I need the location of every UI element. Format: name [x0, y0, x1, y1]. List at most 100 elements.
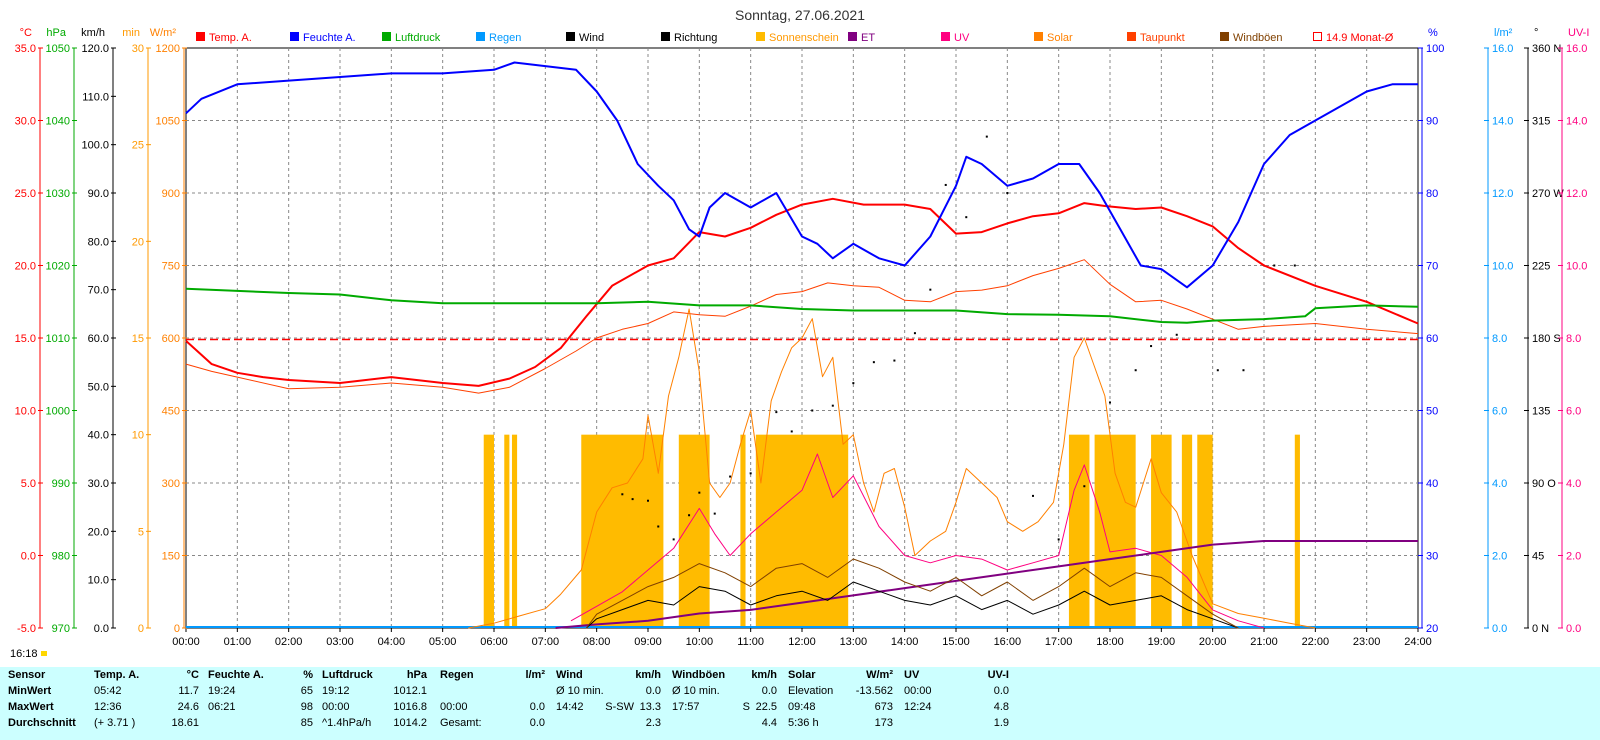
right-axis-tick-label: 14.0	[1566, 116, 1587, 128]
direction-point	[1109, 401, 1111, 404]
series-wind	[586, 581, 1239, 629]
left-axis-tick-label: 10.0	[88, 575, 109, 587]
legend-label: Feuchte A.	[303, 32, 356, 44]
direction-point	[749, 472, 752, 475]
stats-direction: S-SW	[605, 701, 634, 713]
stats-value: 11.7	[178, 685, 199, 697]
legend-swatch	[196, 32, 205, 41]
stats-time: 00:00	[904, 685, 932, 697]
direction-point	[811, 409, 814, 412]
stats-value: 13.3	[639, 701, 661, 713]
direction-point	[647, 499, 649, 502]
left-axis-tick-label: 5.0	[21, 478, 36, 490]
stats-value: -13.562	[855, 685, 893, 697]
x-tick-label: 14:00	[891, 636, 919, 648]
left-axis-tick-label: 30.0	[15, 116, 36, 128]
x-tick-label: 07:00	[532, 636, 560, 648]
stats-value: 18.61	[171, 717, 199, 729]
direction-point	[631, 498, 634, 501]
left-axis-tick-label: 0.0	[94, 623, 109, 635]
right-axis-tick-label: 225	[1532, 261, 1550, 273]
direction-point	[913, 332, 916, 335]
left-axis-unit: hPa	[46, 27, 66, 39]
x-tick-label: 03:00	[326, 636, 354, 648]
left-axis-tick-label: 1050	[46, 43, 70, 55]
legend-swatch	[1313, 32, 1322, 41]
sunshine-bar	[511, 434, 518, 628]
sunshine-bar	[740, 434, 746, 628]
left-axis-tick-label: 300	[162, 478, 180, 490]
sunshine-bar	[581, 434, 664, 628]
right-axis-tick-label: 4.0	[1566, 478, 1581, 490]
legend-swatch	[476, 32, 485, 41]
sunshine-bar	[504, 434, 510, 628]
left-axis-tick-label: 990	[52, 478, 70, 490]
series-pressure	[185, 287, 1419, 324]
direction-point	[965, 216, 968, 219]
direction-point	[1175, 333, 1178, 336]
stats-value: 1.9	[993, 717, 1009, 729]
stats-value: 1016.8	[393, 701, 427, 713]
stats-value: 173	[874, 717, 893, 729]
legend-label: Luftdruck	[395, 32, 441, 44]
right-axis-tick-label: 2.0	[1566, 551, 1581, 563]
left-axis-tick-label: -5.0	[17, 623, 36, 635]
chart-axes: 00:00 01:00 02:00 03:00 04:00 05:00 06:00 07:00…	[15, 27, 1590, 648]
stats-value: 1014.2	[393, 717, 427, 729]
chart-grid	[185, 47, 1419, 629]
direction-point	[688, 514, 691, 517]
sunshine-bar	[1068, 434, 1090, 628]
x-tick-label: 18:00	[1096, 636, 1124, 648]
left-axis-tick-label: 50.0	[88, 381, 109, 393]
legend-swatch	[1220, 32, 1229, 41]
right-axis-tick-label: 10.0	[1566, 261, 1587, 273]
stats-time: 12:24	[904, 701, 932, 713]
x-tick-label: 15:00	[942, 636, 970, 648]
left-axis-tick-label: 1050	[156, 116, 180, 128]
left-axis-tick-label: 20	[132, 236, 144, 248]
left-axis-tick-label: 1030	[46, 188, 70, 200]
right-axis-tick-label: 12.0	[1566, 188, 1587, 200]
direction-point	[1083, 485, 1086, 488]
legend-label: UV	[954, 32, 970, 44]
stats-value: 0.0	[761, 685, 777, 697]
legend-swatch	[290, 32, 299, 41]
legend-label: Richtung	[674, 32, 717, 44]
legend-label: Temp. A.	[209, 32, 252, 44]
stats-row-label: MaxWert	[8, 701, 54, 713]
x-tick-label: 21:00	[1250, 636, 1278, 648]
x-tick-label: 06:00	[480, 636, 508, 648]
left-axis-tick-label: 40.0	[88, 430, 109, 442]
right-axis-tick-label: 16.0	[1492, 43, 1513, 55]
stats-row-label: Durchschnitt	[8, 717, 76, 729]
direction-point	[698, 491, 701, 494]
left-axis-tick-label: 10.0	[15, 406, 36, 418]
stats-unit: W/m²	[866, 669, 893, 681]
stats-header: Temp. A.	[94, 669, 140, 681]
stats-unit: km/h	[635, 669, 661, 681]
right-axis-tick-label: 0 N	[1532, 623, 1549, 635]
stats-direction: S	[742, 701, 750, 713]
right-axis-tick-label: 12.0	[1492, 188, 1513, 200]
x-tick-label: 17:00	[1045, 636, 1073, 648]
legend-label: Taupunkt	[1140, 32, 1185, 44]
x-tick-label: 20:00	[1199, 636, 1227, 648]
legend-swatch	[1034, 32, 1043, 41]
stats-header: Luftdruck	[322, 669, 373, 681]
left-axis-tick-label: 1010	[46, 333, 70, 345]
legend-swatch	[941, 32, 950, 41]
left-axis-tick-label: 1200	[156, 43, 180, 55]
right-axis-tick-label: 90	[1426, 116, 1438, 128]
chart-marks	[185, 61, 1419, 629]
right-axis-tick-label: 100	[1426, 43, 1444, 55]
legend-swatch	[1127, 32, 1136, 41]
x-tick-label: 12:00	[788, 636, 816, 648]
right-axis-tick-label: 90 O	[1532, 478, 1556, 490]
direction-point	[872, 361, 875, 364]
right-axis-tick-label: 360 N	[1532, 43, 1561, 55]
direction-point	[775, 411, 778, 414]
right-axis-tick-label: 40	[1426, 478, 1438, 490]
left-axis-tick-label: 1040	[46, 116, 70, 128]
direction-point	[1032, 494, 1034, 497]
stats-header: Wind	[556, 669, 583, 681]
